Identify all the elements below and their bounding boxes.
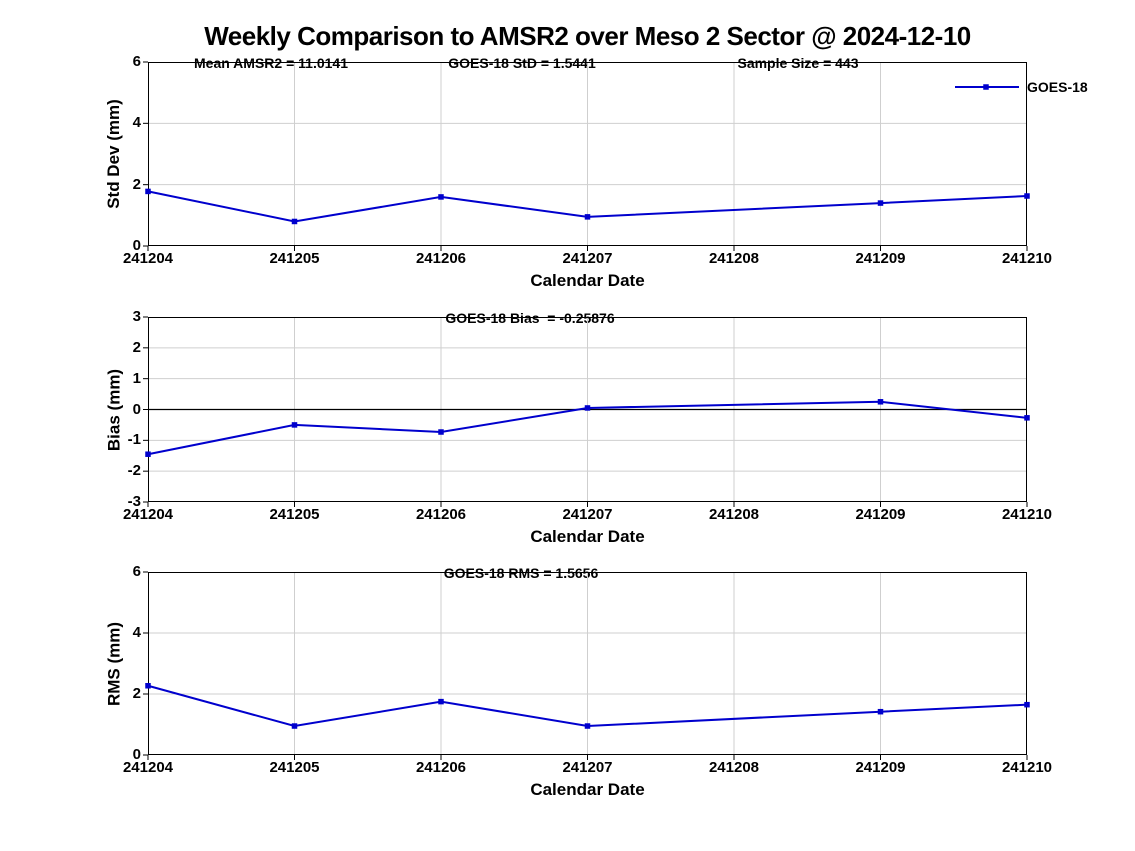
y-axis-label-std-dev: Std Dev (mm)	[104, 99, 123, 209]
data-point-marker	[877, 399, 884, 405]
x-tick-label: 241206	[415, 250, 467, 267]
data-point-marker	[584, 405, 591, 411]
legend: GOES-18	[955, 79, 1088, 95]
x-tick-label: 241205	[269, 250, 320, 267]
x-axis-label-rms: Calendar Date	[530, 780, 645, 799]
x-tick-label: 241206	[415, 506, 467, 523]
data-point-marker	[291, 218, 298, 225]
y-tick-label: 4	[132, 624, 141, 641]
data-point-marker	[877, 200, 884, 206]
x-tick-label: 241207	[562, 506, 613, 523]
data-point-marker	[584, 723, 591, 729]
y-tick-label: 2	[132, 175, 141, 193]
series-line-GOES-18	[147, 684, 1028, 728]
x-axis-label-bias: Calendar Date	[530, 527, 645, 546]
y-tick-label: 6	[132, 563, 141, 580]
y-tick-label: 0	[132, 400, 141, 418]
data-point-marker	[438, 194, 444, 200]
data-point-marker	[438, 429, 444, 435]
x-tick-label: 241206	[415, 759, 467, 776]
x-tick-label: 241208	[708, 506, 760, 523]
x-tick-label: 241207	[562, 250, 613, 267]
y-tick-label: 0	[132, 746, 141, 763]
x-tick-label: 241207	[562, 759, 613, 776]
data-point-marker	[1024, 701, 1030, 708]
y-tick-label: 0	[132, 237, 141, 254]
plot-area-bias	[143, 316, 1030, 507]
legend-label: GOES-18	[1027, 79, 1088, 95]
x-tick-label: 241209	[855, 506, 906, 523]
series-line-GOES-18	[147, 400, 1028, 456]
data-point-marker	[1024, 193, 1030, 199]
series-line-GOES-18	[147, 190, 1028, 223]
y-tick-label: -3	[127, 493, 141, 510]
data-point-marker	[584, 214, 591, 220]
x-tick-label: 241208	[708, 759, 760, 776]
x-tick-label: 241205	[269, 759, 320, 776]
y-tick-label: 1	[132, 369, 141, 387]
legend-line-marker-icon	[955, 84, 1019, 90]
x-tick-label: 241204	[122, 250, 174, 267]
x-tick-label: 241208	[708, 250, 760, 267]
x-tick-label: 241205	[269, 506, 320, 523]
y-tick-label: -2	[127, 462, 141, 480]
x-tick-label: 241204	[122, 506, 174, 523]
data-point-marker	[438, 698, 444, 705]
data-point-marker	[1024, 415, 1030, 421]
y-tick-label: 3	[132, 308, 141, 325]
data-point-marker	[291, 422, 298, 428]
x-tick-label: 241204	[122, 759, 174, 776]
x-tick-label: 241209	[855, 759, 906, 776]
x-tick-label: 241210	[1001, 759, 1053, 776]
plot-area-rms	[143, 571, 1030, 760]
data-point-marker	[145, 188, 151, 195]
data-point-marker	[145, 451, 151, 457]
y-tick-label: 6	[132, 53, 141, 70]
data-point-marker	[291, 723, 298, 729]
data-point-marker	[145, 683, 151, 689]
y-tick-label: 2	[132, 685, 141, 702]
x-tick-label: 241210	[1001, 250, 1053, 267]
x-tick-label: 241209	[855, 250, 906, 267]
data-point-marker	[877, 708, 884, 715]
y-tick-label: -1	[127, 431, 141, 449]
figure-title: Weekly Comparison to AMSR2 over Meso 2 S…	[204, 21, 971, 51]
y-tick-label: 2	[132, 338, 141, 356]
x-axis-label-std-dev: Calendar Date	[530, 271, 645, 290]
plot-area-std-dev	[143, 61, 1030, 251]
y-axis-label-rms: RMS (mm)	[104, 621, 124, 707]
x-tick-label: 241210	[1001, 506, 1053, 523]
y-tick-label: 4	[132, 114, 141, 132]
